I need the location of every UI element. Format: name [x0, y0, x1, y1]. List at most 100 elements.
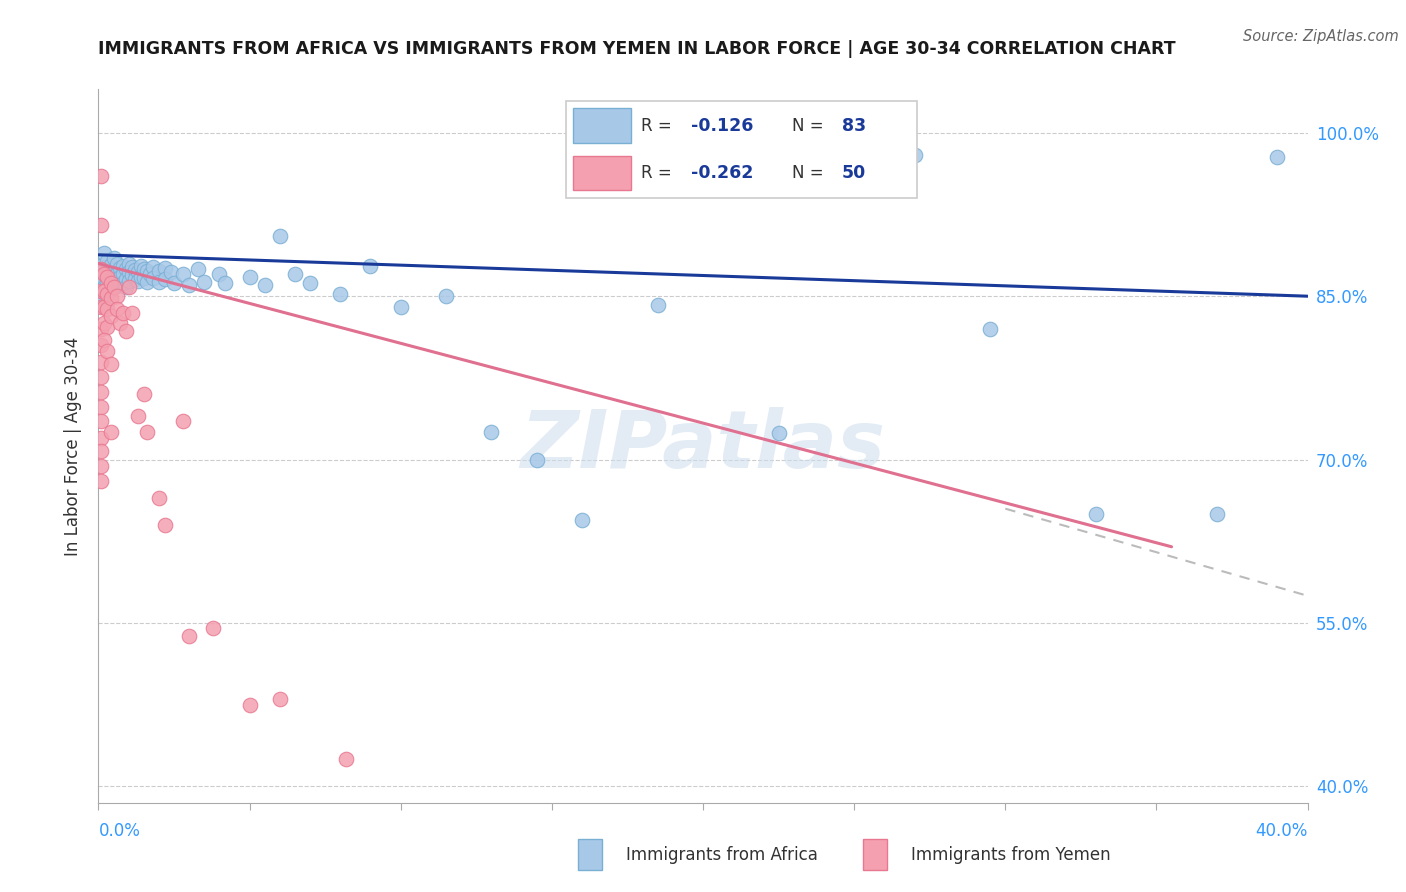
Point — [132, 262, 155, 277]
Point — [647, 298, 669, 312]
Point — [108, 278, 131, 293]
Point — [96, 269, 118, 284]
Point — [118, 256, 141, 270]
Point — [360, 259, 382, 273]
Point — [96, 287, 118, 301]
Point — [114, 262, 136, 277]
Text: N =: N = — [792, 164, 828, 182]
Point — [153, 260, 176, 275]
Point — [96, 254, 118, 268]
Point — [93, 333, 115, 347]
Point — [100, 309, 122, 323]
Point — [127, 274, 149, 288]
Point — [90, 284, 112, 298]
Point — [90, 385, 112, 400]
Text: ZIPatlas: ZIPatlas — [520, 407, 886, 485]
Point — [93, 273, 115, 287]
Point — [124, 272, 146, 286]
Text: -0.262: -0.262 — [692, 164, 754, 182]
Text: Source: ZipAtlas.com: Source: ZipAtlas.com — [1243, 29, 1399, 44]
Point — [90, 431, 112, 445]
Point — [187, 262, 209, 277]
FancyBboxPatch shape — [567, 101, 917, 198]
Point — [96, 319, 118, 334]
Y-axis label: In Labor Force | Age 30-34: In Labor Force | Age 30-34 — [63, 336, 82, 556]
Point — [114, 280, 136, 294]
Point — [90, 283, 112, 297]
Point — [179, 278, 201, 293]
Point — [90, 401, 112, 415]
Point — [253, 278, 276, 293]
FancyBboxPatch shape — [574, 155, 630, 190]
Point — [118, 265, 141, 279]
Point — [93, 268, 115, 282]
Point — [127, 409, 149, 423]
Point — [100, 282, 122, 296]
Point — [481, 425, 503, 440]
Text: N =: N = — [792, 117, 828, 135]
Point — [118, 274, 141, 288]
Point — [571, 512, 593, 526]
Point — [96, 265, 118, 279]
Point — [193, 275, 215, 289]
Point — [299, 276, 322, 290]
Point — [284, 268, 307, 282]
Point — [148, 491, 170, 505]
Point — [208, 268, 231, 282]
Point — [172, 268, 194, 282]
Text: 50: 50 — [842, 164, 866, 182]
Point — [90, 300, 112, 314]
Point — [118, 280, 141, 294]
Point — [1267, 150, 1289, 164]
Point — [90, 354, 112, 368]
Point — [103, 263, 125, 277]
Point — [108, 269, 131, 284]
Point — [96, 343, 118, 358]
Point — [127, 265, 149, 279]
Point — [90, 169, 112, 184]
Point — [111, 305, 134, 319]
Point — [132, 387, 155, 401]
Point — [105, 289, 128, 303]
Point — [105, 256, 128, 270]
Point — [114, 324, 136, 338]
Point — [90, 369, 112, 384]
Point — [389, 300, 412, 314]
Text: R =: R = — [641, 164, 678, 182]
Point — [93, 280, 115, 294]
Point — [160, 265, 183, 279]
Point — [90, 276, 112, 290]
Point — [100, 357, 122, 371]
Point — [172, 415, 194, 429]
Point — [1206, 507, 1229, 521]
Point — [100, 276, 122, 290]
Point — [96, 275, 118, 289]
Point — [269, 229, 291, 244]
Text: Immigrants from Yemen: Immigrants from Yemen — [911, 846, 1111, 863]
Point — [90, 338, 112, 352]
Point — [103, 272, 125, 286]
Point — [121, 260, 143, 274]
Point — [148, 264, 170, 278]
Point — [90, 262, 112, 277]
Point — [124, 263, 146, 277]
Point — [148, 275, 170, 289]
Point — [90, 475, 112, 489]
Text: Immigrants from Africa: Immigrants from Africa — [626, 846, 817, 863]
Text: -0.126: -0.126 — [692, 117, 754, 135]
Point — [90, 443, 112, 458]
Point — [100, 425, 122, 440]
Point — [93, 284, 115, 298]
Text: IMMIGRANTS FROM AFRICA VS IMMIGRANTS FROM YEMEN IN LABOR FORCE | AGE 30-34 CORRE: IMMIGRANTS FROM AFRICA VS IMMIGRANTS FRO… — [98, 40, 1175, 58]
Point — [269, 692, 291, 706]
Point — [335, 752, 357, 766]
Point — [434, 289, 457, 303]
Point — [142, 270, 165, 285]
Point — [979, 322, 1001, 336]
Point — [90, 259, 112, 273]
Text: 0.0%: 0.0% — [98, 822, 141, 840]
Point — [105, 268, 128, 282]
Point — [121, 305, 143, 319]
Point — [121, 268, 143, 283]
Point — [100, 292, 122, 306]
